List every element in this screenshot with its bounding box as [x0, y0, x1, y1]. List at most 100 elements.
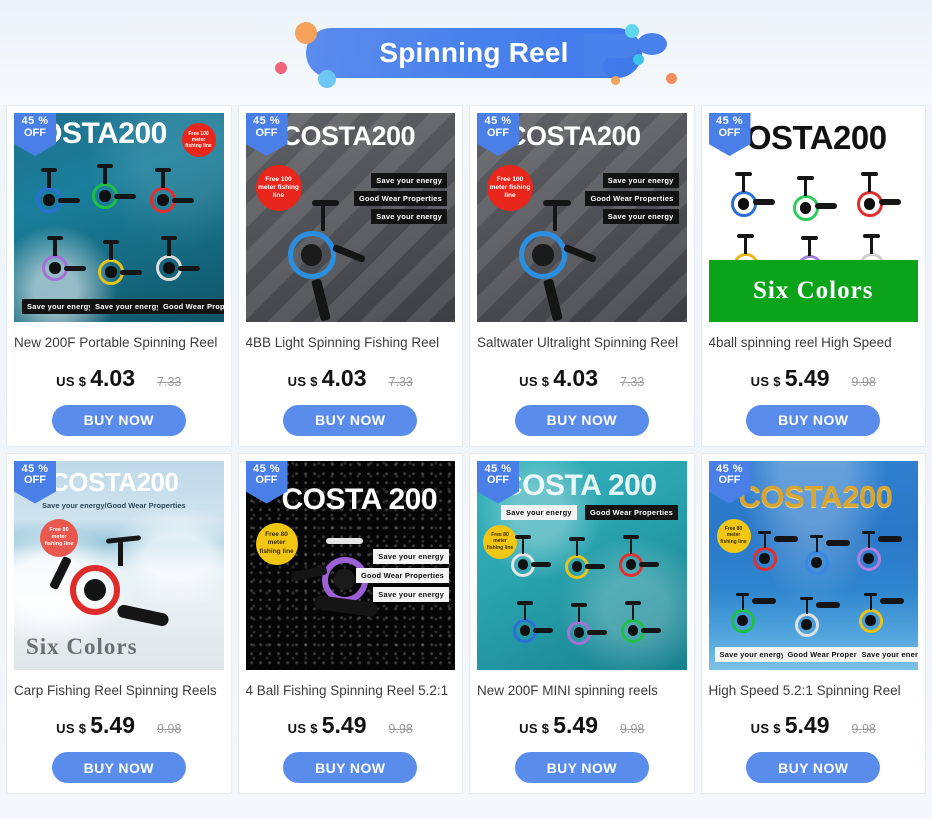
current-price: US $5.49	[288, 712, 367, 739]
price-row: US $5.49 9.98	[709, 365, 919, 392]
product-image[interactable]: COSTA200 Free 100 meter fishing line	[14, 113, 224, 322]
price-value: 4.03	[321, 364, 367, 391]
product-image[interactable]: COSTA200 Free 100 meter fishing line Sav…	[245, 113, 455, 322]
free-line-badge: Free 100 meter fishing line	[487, 165, 533, 211]
reel-icon	[42, 236, 87, 281]
feature-tag: Save your energy	[22, 299, 98, 314]
product-grid: COSTA200 Free 100 meter fishing line	[0, 105, 932, 795]
product-card[interactable]: COSTA 200 Free 80 meter fishing line Sav…	[237, 452, 463, 795]
product-card[interactable]: COSTA200 Free 100 meter fishing line Sav…	[237, 105, 463, 447]
price-value: 5.49	[321, 712, 367, 739]
product-image[interactable]: COSTA 200 Save your energy Good Wear Pro…	[477, 460, 687, 670]
discount-percent: 45 %	[484, 115, 512, 127]
cyan-dot	[625, 24, 639, 38]
product-title[interactable]: Saltwater Ultralight Spinning Reel	[477, 335, 679, 350]
feature-tag: Save your energy	[373, 586, 449, 602]
product-title[interactable]: 4 Ball Fishing Spinning Reel 5.2:1	[245, 682, 449, 698]
buy-now-button[interactable]: BUY NOW	[514, 404, 649, 436]
price-value: 5.49	[784, 712, 830, 739]
brand-text: COSTA200	[281, 121, 416, 151]
price-row: US $5.49 9.98	[14, 712, 224, 739]
reel-icon	[150, 168, 195, 213]
product-image[interactable]: COSTA200 Free 100 meter fishing line Sav…	[477, 113, 687, 322]
product-title[interactable]: New 200F Portable Spinning Reel	[14, 335, 218, 350]
feature-tag: Save your energy	[602, 173, 679, 188]
feature-subline: Save your energy/Good Wear Properties	[42, 500, 186, 510]
currency-label: US $	[287, 721, 318, 737]
feature-tag: Save your energy	[501, 504, 577, 520]
reel-icon	[511, 535, 552, 577]
product-title[interactable]: 4ball spinning reel High Speed	[708, 335, 892, 350]
discount-percent: 45 %	[484, 462, 512, 475]
buy-now-button[interactable]: BUY NOW	[283, 404, 418, 436]
product-title[interactable]: Carp Fishing Reel Spinning Reels	[14, 682, 217, 698]
price-row: US $4.03 7.33	[14, 365, 224, 392]
price-row: US $5.49 9.98	[477, 712, 687, 739]
six-colors-label: Six Colors	[753, 277, 874, 304]
current-price: US $5.49	[519, 712, 598, 739]
feature-tag: Good Wear Properties	[353, 191, 447, 206]
feature-tag: Good Wear Properties	[355, 567, 449, 583]
reel-icon	[565, 537, 606, 579]
product-card[interactable]: COSTA200	[700, 105, 926, 447]
discount-off-label: OFF	[255, 126, 278, 139]
product-card[interactable]: COSTA 200 Save your energy Good Wear Pro…	[469, 452, 695, 795]
currency-label: US $	[56, 721, 87, 737]
free-line-badge: Free 80 meter fishing line	[716, 518, 751, 553]
product-card[interactable]: COSTA200 Free 80 meter fishing line	[700, 452, 926, 795]
price-row: US $4.03 7.33	[246, 365, 456, 392]
feature-tag: Save your energy	[90, 299, 166, 314]
price-row: US $5.49 9.98	[246, 712, 456, 739]
current-price: US $5.49	[751, 712, 830, 739]
buy-now-button[interactable]: BUY NOW	[514, 752, 649, 784]
product-image[interactable]: COSTA200 Free 80 meter fishing line	[708, 460, 918, 670]
feature-tag: Save your energy	[856, 646, 918, 662]
buy-now-button[interactable]: BUY NOW	[746, 752, 881, 784]
cyan-small-dot	[633, 54, 644, 65]
currency-label: US $	[519, 373, 550, 389]
discount-off-label: OFF	[255, 474, 278, 487]
product-image[interactable]: COSTA 200 Free 80 meter fishing line Sav…	[245, 460, 455, 670]
product-card[interactable]: COSTA200 Free 100 meter fishing line Sav…	[469, 105, 695, 447]
currency-label: US $	[750, 721, 781, 737]
reel-icon	[519, 200, 598, 322]
reel-icon	[513, 601, 554, 643]
reel-icon	[156, 236, 201, 281]
brand-text: COSTA 200	[501, 468, 657, 502]
product-title[interactable]: New 200F MINI spinning reels	[477, 682, 658, 698]
original-price: 7.33	[388, 374, 413, 389]
buy-now-button[interactable]: BUY NOW	[51, 752, 186, 784]
reel-icon	[752, 531, 798, 571]
feature-tag: Good Wear Properties	[158, 299, 224, 314]
current-price: US $5.49	[751, 365, 830, 392]
currency-label: US $	[56, 373, 87, 389]
reel-icon	[287, 200, 366, 322]
product-card[interactable]: COSTA200 Free 100 meter fishing line	[6, 105, 232, 447]
brand-text: COSTA200	[50, 466, 179, 497]
product-image[interactable]: COSTA200 Save your energy/Good Wear Prop…	[14, 460, 224, 670]
original-price: 9.98	[157, 722, 182, 737]
feature-tag: Save your energy	[602, 209, 679, 224]
feature-tag: Save your energy	[371, 173, 447, 188]
product-title[interactable]: 4BB Light Spinning Fishing Reel	[245, 335, 440, 350]
original-price: 7.33	[157, 374, 182, 389]
reel-icon	[92, 164, 137, 209]
price-row: US $4.03 7.33	[477, 365, 687, 392]
lightblue-dot	[318, 70, 336, 88]
feature-tag: Good Wear Properties	[585, 504, 679, 520]
free-line-badge: Free 80 meter fishing line	[40, 518, 78, 557]
product-title[interactable]: High Speed 5.2:1 Spinning Reel	[708, 682, 901, 698]
buy-now-button[interactable]: BUY NOW	[746, 404, 881, 436]
product-card[interactable]: COSTA200 Save your energy/Good Wear Prop…	[6, 452, 232, 795]
discount-off-label: OFF	[487, 474, 509, 487]
discount-off-label: OFF	[24, 126, 46, 139]
orange-right-dot	[666, 73, 677, 84]
product-image[interactable]: COSTA200	[708, 113, 918, 322]
buy-now-button[interactable]: BUY NOW	[51, 404, 186, 436]
orange-dot	[295, 22, 317, 44]
six-colors-label: Six Colors	[26, 633, 138, 659]
reel-icon	[858, 593, 904, 633]
buy-now-button[interactable]: BUY NOW	[283, 752, 418, 784]
reel-icon	[856, 531, 902, 571]
price-value: 4.03	[553, 364, 599, 391]
